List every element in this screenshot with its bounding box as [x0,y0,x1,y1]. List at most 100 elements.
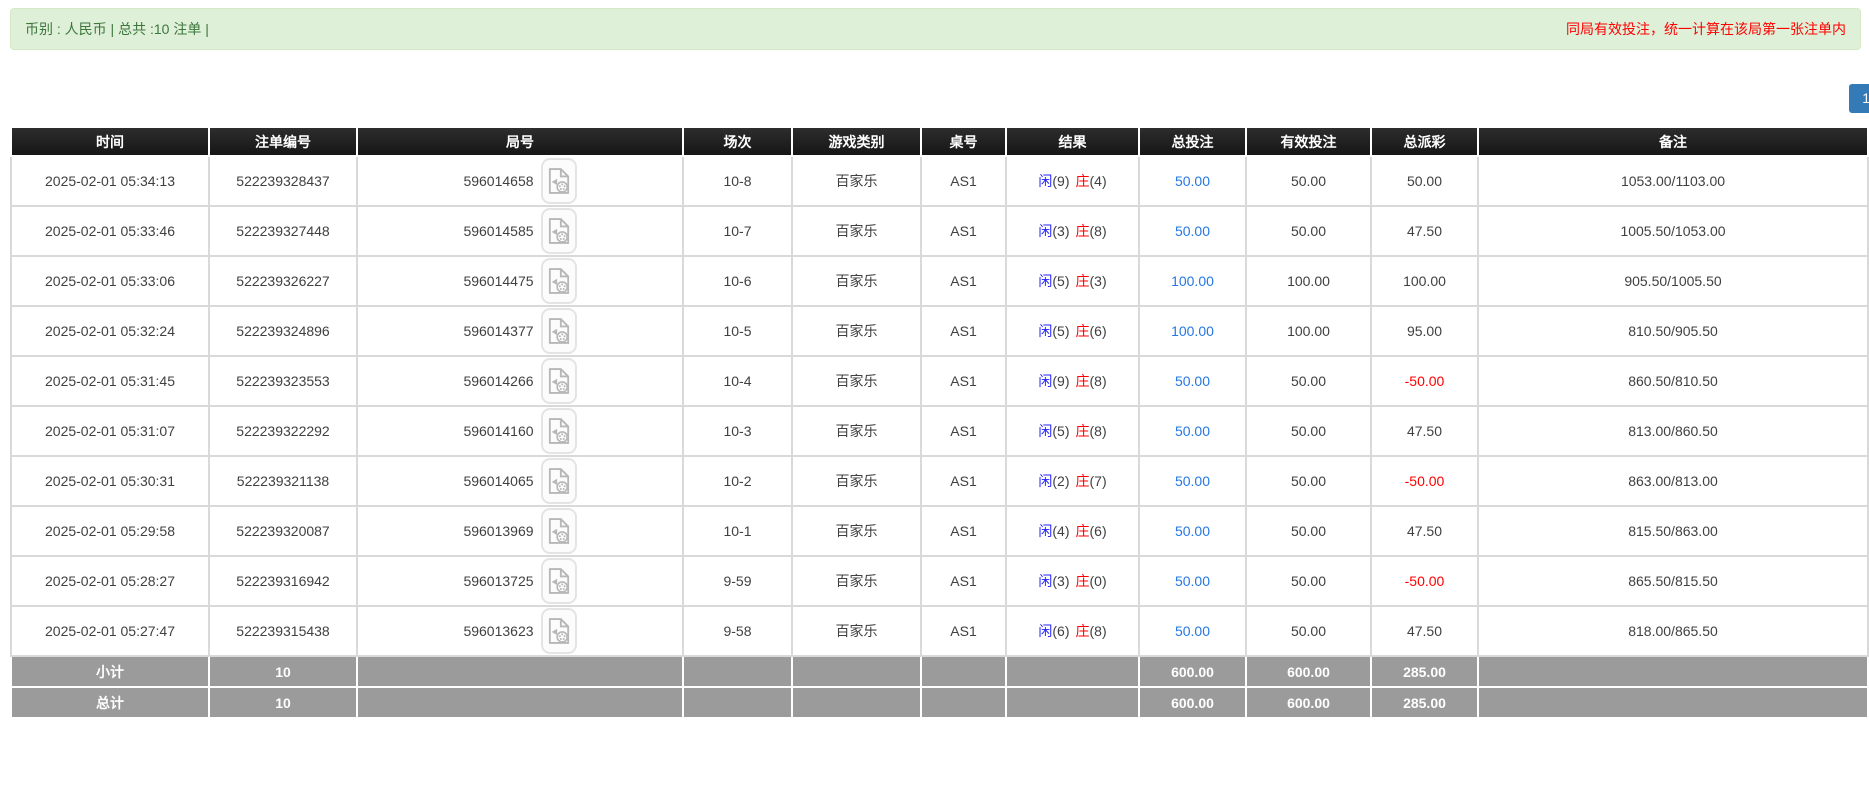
grand-total-total-bet: 600.00 [1138,686,1247,719]
page-1-button[interactable]: 1 [1849,84,1869,113]
total-bet-link[interactable]: 50.00 [1174,423,1211,439]
col-header-time: 时间 [10,126,210,157]
player-score: (9) [1052,173,1070,189]
cell-remark: 818.00/865.50 [1477,605,1869,657]
banker-score: (6) [1089,323,1107,339]
cell-table: AS1 [920,355,1007,407]
grand-total-row: 总计 10 600.00 600.00 285.00 [10,686,1869,719]
total-bet-link[interactable]: 50.00 [1174,573,1211,589]
video-replay-button[interactable] [540,558,577,604]
banker-label: 庄 [1075,573,1090,589]
cell-game-type: 百家乐 [791,305,922,357]
header-row: 时间 注单编号 局号 场次 游戏类别 桌号 结果 总投注 有效投注 总派彩 备注 [10,126,1869,157]
cell-time: 2025-02-01 05:34:13 [10,155,210,207]
player-label: 闲 [1038,173,1053,189]
banker-label: 庄 [1075,273,1090,289]
cell-result: 闲(9) 庄(8) [1005,355,1140,407]
subtotal-label: 小计 [10,655,210,688]
video-replay-button[interactable] [540,508,577,554]
video-replay-button[interactable] [540,308,577,354]
cell-empty [920,655,1007,688]
cell-round-id: 596014658 [356,155,684,207]
cell-result: 闲(2) 庄(7) [1005,455,1140,507]
cell-bet-id: 522239315438 [208,605,358,657]
cell-remark: 860.50/810.50 [1477,355,1869,407]
cell-payout: 50.00 [1370,155,1479,207]
round-id-text: 596014658 [463,173,534,189]
cell-game-type: 百家乐 [791,405,922,457]
cell-session: 10-4 [682,355,793,407]
total-bet-link[interactable]: 100.00 [1171,273,1214,289]
cell-game-type: 百家乐 [791,605,922,657]
round-id-text: 596013725 [463,573,534,589]
cell-empty [1005,655,1140,688]
cell-game-type: 百家乐 [791,255,922,307]
grand-total-count: 10 [208,686,358,719]
cell-bet-id: 522239328437 [208,155,358,207]
total-bet-link[interactable]: 50.00 [1174,223,1211,239]
cell-valid-bet: 50.00 [1245,555,1372,607]
video-replay-button[interactable] [540,158,577,204]
currency-summary-text: 币别 : 人民币 | 总共 :10 注单 | [25,21,209,37]
cell-result: 闲(9) 庄(4) [1005,155,1140,207]
subtotal-payout: 285.00 [1370,655,1479,688]
cell-payout: 47.50 [1370,405,1479,457]
cell-payout: 47.50 [1370,605,1479,657]
cell-empty [1005,686,1140,719]
video-replay-button[interactable] [540,458,577,504]
video-replay-button[interactable] [540,358,577,404]
total-bet-link[interactable]: 100.00 [1171,323,1214,339]
player-label: 闲 [1038,523,1053,539]
cell-table: AS1 [920,555,1007,607]
video-replay-button[interactable] [540,208,577,254]
player-score: (3) [1052,573,1070,589]
col-header-total-bet: 总投注 [1138,126,1247,157]
total-bet-link[interactable]: 50.00 [1174,173,1211,189]
table-row: 2025-02-01 05:30:31 522239321138 5960140… [10,455,1869,507]
grand-total-valid-bet: 600.00 [1245,686,1372,719]
cell-empty [791,686,922,719]
banker-label: 庄 [1075,373,1090,389]
cell-round-id: 596013969 [356,505,684,557]
cell-result: 闲(3) 庄(8) [1005,205,1140,257]
round-id-text: 596014065 [463,473,534,489]
cell-round-id: 596014585 [356,205,684,257]
cell-session: 10-6 [682,255,793,307]
cell-empty [920,686,1007,719]
col-header-round-id: 局号 [356,126,684,157]
total-bet-link[interactable]: 50.00 [1174,523,1211,539]
col-header-session: 场次 [682,126,793,157]
table-row: 2025-02-01 05:32:24 522239324896 5960143… [10,305,1869,357]
cell-table: AS1 [920,605,1007,657]
player-score: (5) [1052,323,1070,339]
cell-valid-bet: 50.00 [1245,355,1372,407]
cell-bet-id: 522239326227 [208,255,358,307]
cell-empty [356,686,684,719]
col-header-payout: 总派彩 [1370,126,1479,157]
video-file-icon [548,567,570,595]
col-header-table: 桌号 [920,126,1007,157]
cell-valid-bet: 50.00 [1245,155,1372,207]
video-replay-button[interactable] [540,258,577,304]
cell-table: AS1 [920,155,1007,207]
cell-result: 闲(4) 庄(6) [1005,505,1140,557]
banker-label: 庄 [1075,323,1090,339]
cell-time: 2025-02-01 05:33:06 [10,255,210,307]
cell-total-bet: 50.00 [1138,455,1247,507]
player-label: 闲 [1038,573,1053,589]
total-bet-link[interactable]: 50.00 [1174,473,1211,489]
total-bet-link[interactable]: 50.00 [1174,373,1211,389]
video-replay-button[interactable] [540,608,577,654]
player-score: (5) [1052,273,1070,289]
subtotal-valid-bet: 600.00 [1245,655,1372,688]
cell-valid-bet: 50.00 [1245,405,1372,457]
cell-payout: -50.00 [1370,555,1479,607]
cell-result: 闲(5) 庄(6) [1005,305,1140,357]
total-bet-link[interactable]: 50.00 [1174,623,1211,639]
cell-valid-bet: 50.00 [1245,455,1372,507]
round-id-text: 596013969 [463,523,534,539]
video-replay-button[interactable] [540,408,577,454]
valid-bet-notice-text: 同局有效投注，统一计算在该局第一张注单内 [1566,21,1846,37]
cell-total-bet: 50.00 [1138,405,1247,457]
table-row: 2025-02-01 05:29:58 522239320087 5960139… [10,505,1869,557]
